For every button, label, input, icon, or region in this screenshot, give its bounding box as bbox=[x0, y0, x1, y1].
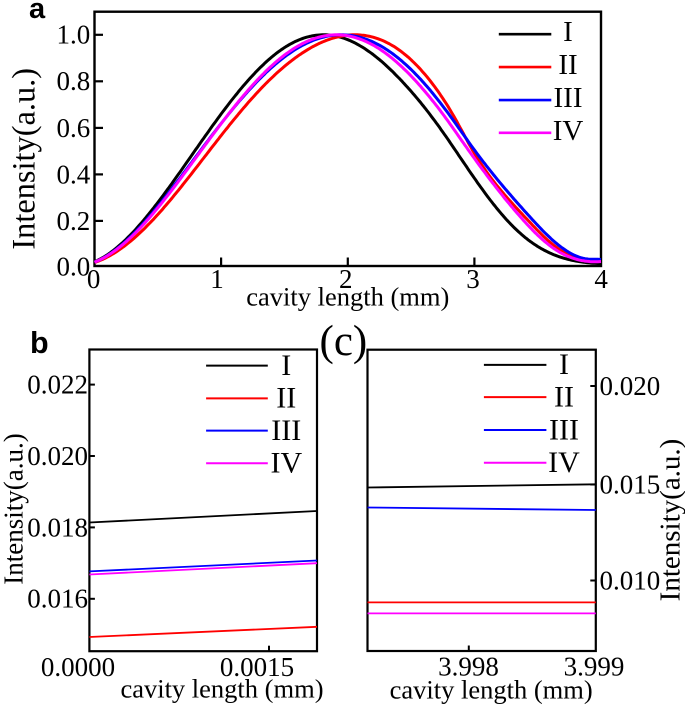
svg-text:III: III bbox=[271, 414, 301, 447]
svg-text:a: a bbox=[29, 0, 46, 25]
svg-text:IV: IV bbox=[548, 446, 580, 479]
svg-text:1: 1 bbox=[210, 264, 224, 294]
svg-text:III: III bbox=[549, 413, 579, 446]
svg-text:I: I bbox=[281, 349, 291, 382]
svg-text:IV: IV bbox=[270, 447, 302, 480]
svg-text:III: III bbox=[554, 82, 583, 114]
svg-text:0.8: 0.8 bbox=[57, 66, 91, 96]
svg-text:I: I bbox=[563, 16, 573, 48]
svg-text:cavity length (mm): cavity length (mm) bbox=[390, 675, 593, 705]
svg-text:0.0: 0.0 bbox=[57, 252, 91, 282]
svg-text:0.0000: 0.0000 bbox=[41, 652, 115, 682]
svg-text:0.018: 0.018 bbox=[27, 512, 88, 542]
svg-text:cavity length (mm): cavity length (mm) bbox=[120, 674, 323, 704]
svg-text:II: II bbox=[554, 380, 574, 413]
svg-text:Intensity(a.u.): Intensity(a.u.) bbox=[655, 439, 685, 602]
svg-text:I: I bbox=[559, 348, 569, 381]
svg-text:II: II bbox=[558, 49, 577, 81]
svg-text:0.015: 0.015 bbox=[600, 469, 661, 499]
svg-text:0.010: 0.010 bbox=[600, 565, 661, 595]
svg-text:II: II bbox=[276, 382, 296, 415]
svg-text:cavity length (mm): cavity length (mm) bbox=[246, 282, 449, 312]
svg-text:0.016: 0.016 bbox=[27, 584, 88, 614]
svg-text:3: 3 bbox=[466, 264, 480, 294]
svg-text:0.4: 0.4 bbox=[57, 159, 91, 189]
svg-text:0: 0 bbox=[87, 264, 101, 294]
svg-text:0.020: 0.020 bbox=[27, 441, 88, 471]
svg-text:Intensity(a.u.): Intensity(a.u.) bbox=[6, 68, 42, 250]
svg-text:(c): (c) bbox=[320, 318, 368, 365]
svg-text:0.022: 0.022 bbox=[27, 370, 88, 400]
svg-text:0.6: 0.6 bbox=[57, 113, 91, 143]
svg-text:0.020: 0.020 bbox=[600, 371, 661, 401]
svg-text:1.0: 1.0 bbox=[57, 20, 91, 50]
svg-text:b: b bbox=[30, 326, 49, 360]
svg-text:IV: IV bbox=[553, 115, 584, 147]
svg-text:0.2: 0.2 bbox=[57, 206, 91, 236]
svg-text:4: 4 bbox=[594, 264, 608, 294]
svg-text:Intensity(a.u.): Intensity(a.u.) bbox=[0, 433, 29, 584]
